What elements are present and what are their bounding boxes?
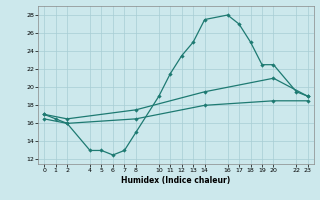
X-axis label: Humidex (Indice chaleur): Humidex (Indice chaleur) bbox=[121, 176, 231, 185]
